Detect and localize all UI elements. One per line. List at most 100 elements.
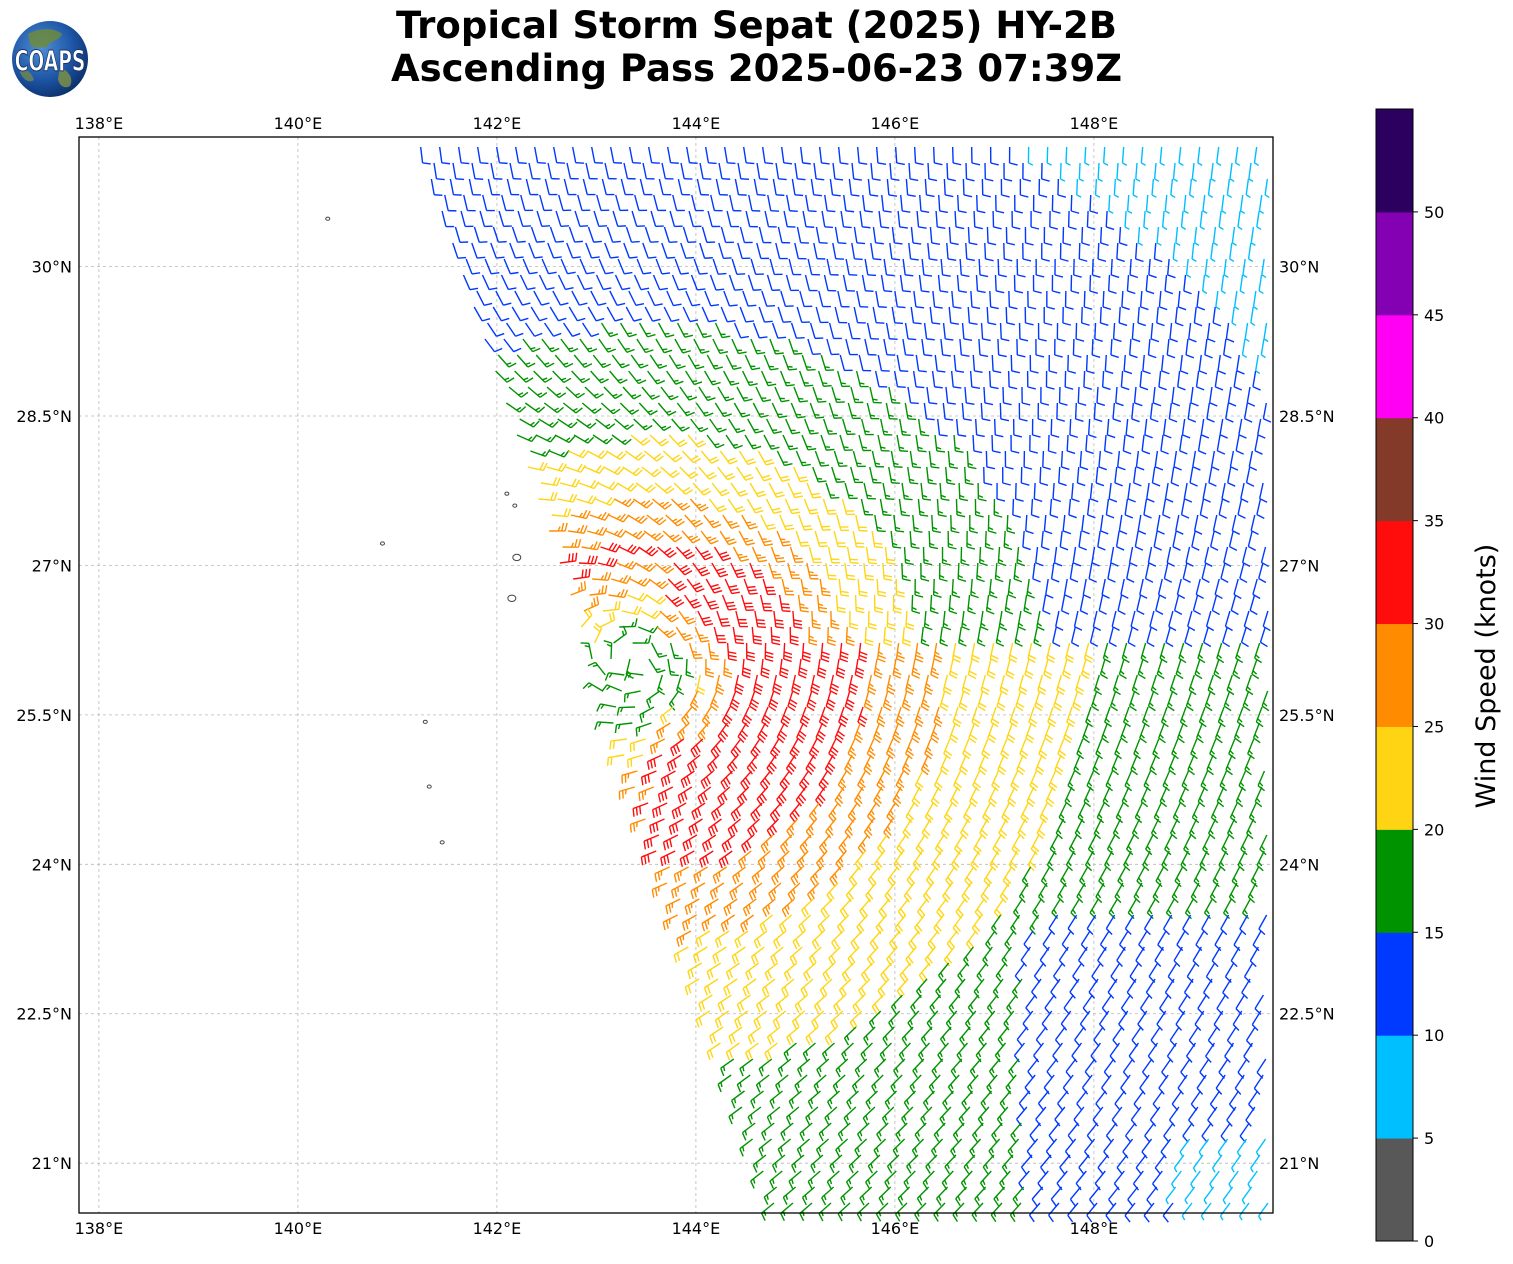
wind-barb <box>727 498 746 514</box>
wind-barb <box>1172 242 1178 262</box>
wind-barb <box>914 706 924 728</box>
wind-barb <box>1035 1106 1047 1127</box>
wind-barb <box>1172 530 1181 551</box>
wind-barb <box>1189 466 1198 487</box>
wind-barb <box>874 850 885 871</box>
wind-barb <box>937 274 949 293</box>
wind-barb <box>988 1058 1001 1079</box>
wind-barb <box>1194 658 1203 680</box>
wind-barb <box>837 290 850 308</box>
wind-barb <box>1245 818 1255 840</box>
wind-barb <box>1231 1154 1242 1173</box>
wind-barb <box>1046 850 1056 872</box>
colorbar-tick-label: 25 <box>1424 717 1444 736</box>
wind-barb <box>884 1090 898 1110</box>
wind-barb <box>500 274 517 291</box>
wind-barb <box>1133 386 1143 407</box>
wind-barb <box>1226 818 1236 840</box>
wind-barb <box>895 770 905 792</box>
wind-barb <box>908 930 920 951</box>
wind-barb <box>1245 674 1254 696</box>
wind-barb <box>948 994 960 1015</box>
wind-barb <box>818 706 830 728</box>
wind-barb <box>1030 210 1040 230</box>
wind-barb <box>835 594 846 614</box>
wind-barb <box>992 834 1002 856</box>
wind-barb <box>566 162 579 180</box>
wind-barb <box>527 386 548 398</box>
wind-barb <box>1165 898 1175 920</box>
wind-barb <box>970 642 980 663</box>
wind-barb <box>775 994 789 1013</box>
wind-barb <box>892 786 902 808</box>
wind-barb <box>1220 562 1229 584</box>
wind-barb <box>983 386 994 406</box>
wind-barb <box>978 258 989 278</box>
wind-barb <box>870 162 881 181</box>
wind-barb <box>1199 210 1205 230</box>
wind-barb <box>882 482 895 500</box>
wind-barb <box>628 290 645 307</box>
wind-barb <box>805 818 818 839</box>
wind-barb <box>789 546 804 563</box>
wind-barb <box>929 306 941 325</box>
wind-barb <box>647 290 663 307</box>
wind-barb <box>723 898 738 917</box>
wind-barb <box>482 194 495 212</box>
wind-barb <box>1076 882 1086 904</box>
wind-barb <box>699 162 712 180</box>
island <box>512 503 518 508</box>
wind-barb <box>611 434 632 446</box>
wind-barb <box>1143 914 1154 936</box>
wind-barb <box>598 258 614 275</box>
wind-barb <box>1142 354 1151 375</box>
wind-barb <box>1201 914 1211 936</box>
wind-barb <box>595 274 612 291</box>
wind-barb <box>989 290 999 310</box>
wind-barb <box>883 338 896 356</box>
wind-barb <box>882 690 892 712</box>
wind-barb <box>1030 834 1040 856</box>
wind-barb <box>876 706 886 728</box>
wind-barb <box>1209 1170 1220 1189</box>
wind-barb <box>1011 210 1021 230</box>
wind-barb <box>878 898 890 919</box>
wind-barb <box>581 541 602 551</box>
wind-barb <box>808 802 820 823</box>
wind-barb <box>709 690 719 712</box>
wind-barb <box>990 706 1000 728</box>
wind-barb <box>779 370 795 387</box>
wind-barb <box>740 594 755 612</box>
wind-barb <box>739 1138 754 1157</box>
wind-barb <box>616 482 638 492</box>
wind-barb <box>1002 386 1012 406</box>
wind-barb <box>506 178 520 196</box>
wind-barb <box>552 146 565 164</box>
wind-barb <box>866 322 880 340</box>
wind-barb <box>697 786 712 805</box>
wind-barb <box>1177 290 1187 311</box>
wind-barb <box>733 402 751 418</box>
wind-barb <box>689 690 699 712</box>
wind-barb <box>778 594 791 613</box>
wind-barb <box>926 386 938 405</box>
wind-barb <box>490 242 505 259</box>
wind-barb <box>1101 578 1110 599</box>
wind-barb <box>935 1186 949 1206</box>
wind-barb <box>486 322 505 337</box>
wind-barb <box>1103 434 1113 455</box>
wind-barb <box>816 1058 830 1078</box>
wind-barb <box>1208 466 1217 487</box>
wind-barb <box>714 1010 730 1028</box>
wind-barb <box>598 338 617 353</box>
wind-barb <box>903 1090 917 1110</box>
lat-tick-label-right: 22.5°N <box>1279 1005 1335 1024</box>
wind-barb <box>660 850 676 867</box>
colorbar-bin <box>1376 211 1413 316</box>
wind-barb <box>728 418 746 434</box>
wind-barb <box>936 498 947 518</box>
wind-barb <box>920 626 930 647</box>
wind-barb <box>1203 626 1212 648</box>
wind-barb <box>1102 786 1111 808</box>
wind-barb <box>1188 674 1197 696</box>
